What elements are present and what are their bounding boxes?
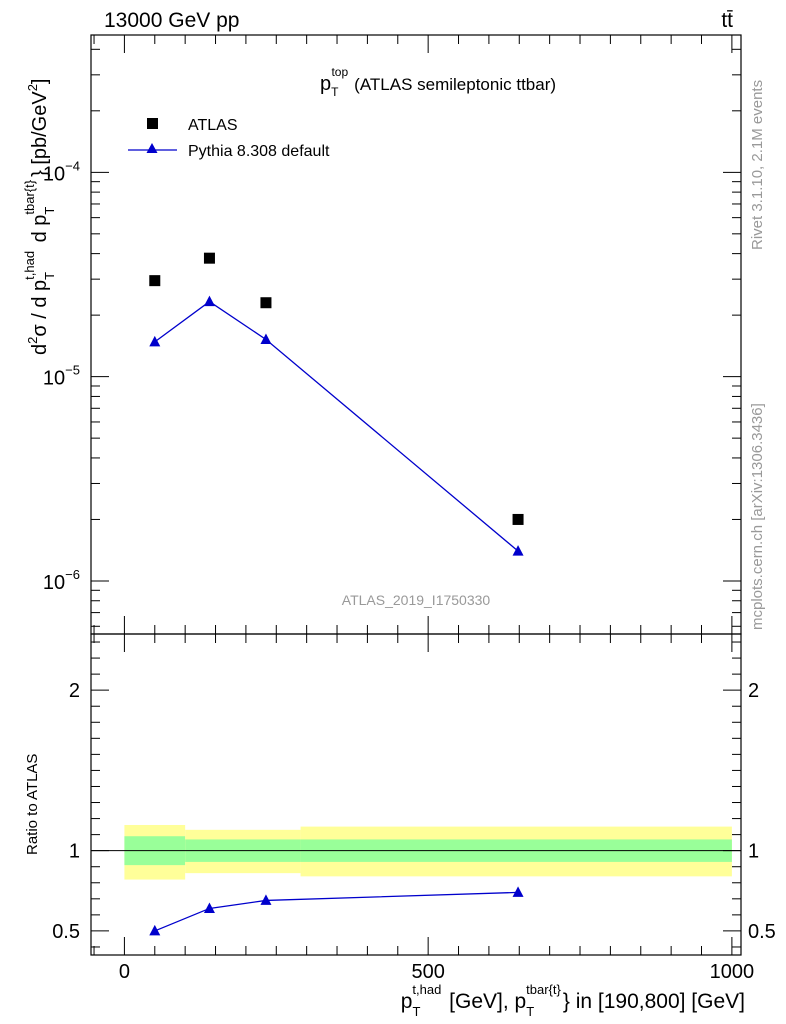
ratio-pythia-point — [203, 902, 215, 913]
title-p: p — [320, 73, 331, 95]
ratio-panel — [90, 633, 742, 956]
ratio-ytick-label-left: 0.5 — [52, 921, 80, 943]
pythia-data-point — [512, 545, 524, 556]
legend-atlas-label: ATLAS — [188, 117, 238, 134]
ratio-series — [149, 886, 524, 936]
process-label: tt̄ — [721, 9, 733, 32]
analysis-watermark: ATLAS_2019_I1750330 — [342, 592, 491, 608]
ytick-exponent: −5 — [65, 363, 80, 378]
main-title: pTtop (ATLAS semileptonic ttbar) — [320, 65, 556, 99]
title-sup: top — [331, 65, 348, 79]
ratio-frame-box — [90, 633, 742, 956]
main-series — [149, 252, 524, 556]
legend-pythia-label: Pythia 8.308 default — [188, 143, 330, 160]
title-rest: (ATLAS semileptonic ttbar) — [354, 75, 556, 94]
rivet-version-label: Rivet 3.1.10, 2.1M events — [749, 80, 766, 250]
pythia-curve — [154, 300, 519, 552]
pythia-data-point — [203, 295, 215, 307]
ratio-xtick-label: 0 — [119, 961, 130, 983]
legend: ATLAS Pythia 8.308 default — [128, 117, 330, 160]
atlas-data-point — [260, 297, 272, 309]
ytick-exponent: −4 — [65, 158, 80, 173]
ratio-xtick-label: 500 — [411, 961, 444, 983]
ratio-pythia-curve — [154, 891, 519, 932]
title-sub: T — [331, 85, 339, 99]
ratio-axis-ticks: 0.5 0.5 1 1 2 2 0 500 1000 — [52, 634, 776, 983]
legend-atlas-marker — [147, 118, 158, 129]
main-ytick-label: 10−5 — [43, 363, 80, 390]
collision-energy-label: 13000 GeV pp — [104, 9, 239, 32]
ratio-uncertainty-bands — [91, 824, 741, 880]
main-ytick-label: 10−4 — [43, 158, 80, 185]
ratio-ytick-label-left: 2 — [69, 680, 80, 702]
main-axis-ticks: 10−410−510−6 — [43, 35, 741, 634]
ratio-pythia-point — [260, 894, 272, 905]
ytick-mantissa: 10 — [43, 368, 65, 390]
atlas-data-point — [149, 275, 161, 287]
ytick-mantissa: 10 — [43, 572, 65, 594]
main-ytick-label: 10−6 — [43, 567, 80, 594]
ratio-pythia-point — [149, 924, 161, 936]
ratio-ylabel: Ratio to ATLAS — [24, 754, 41, 855]
ratio-ytick-label-right: 2 — [748, 680, 759, 702]
pythia-data-point — [149, 335, 161, 347]
ratio-ytick-label-left: 1 — [69, 841, 80, 863]
ratio-pythia-point — [512, 886, 524, 897]
pythia-data-point — [260, 333, 272, 344]
ratio-ytick-label-right: 1 — [748, 841, 759, 863]
atlas-data-point — [203, 252, 215, 264]
main-ylabel: d2σ / d pTt,had d pTtbar{t}} [pb/GeV2] — [22, 79, 57, 356]
ratio-ytick-label-right: 0.5 — [748, 921, 776, 943]
legend-pythia-marker — [146, 143, 158, 153]
ytick-exponent: −6 — [65, 567, 80, 582]
mcplots-label: mcplots.cern.ch [arXiv:1306.3436] — [749, 403, 766, 630]
ratio-xtick-label: 1000 — [710, 961, 755, 983]
atlas-data-point — [512, 513, 524, 525]
ytick-mantissa: 10 — [43, 163, 65, 185]
ratio-xlabel: pTt,had [GeV], pTtbar{t}} in [190,800] [… — [401, 982, 745, 1019]
